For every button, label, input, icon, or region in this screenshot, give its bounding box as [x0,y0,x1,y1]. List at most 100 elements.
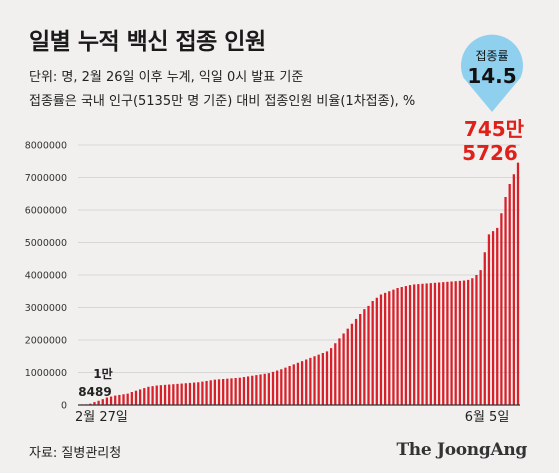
bar [388,291,391,405]
bar [512,174,515,405]
bar [354,318,358,406]
bar [483,252,486,405]
bar [130,392,133,405]
bar [296,362,300,405]
y-tick-label: 6000000 [25,206,67,217]
bar [143,388,146,405]
bar [462,280,466,405]
bar [101,399,104,405]
bar [288,366,291,405]
bar [421,283,424,405]
bar [271,371,275,405]
bar [205,380,208,405]
start-callout-line1: 1만 [93,366,112,381]
bar [496,227,499,406]
bar [280,369,283,405]
bar [479,270,482,406]
bar [458,280,461,405]
bar [305,359,308,405]
bar [309,357,312,406]
bar [267,373,270,405]
bar [425,283,428,405]
chart-title: 일별 누적 백신 접종 인원 [29,29,266,55]
pin-label: 접종률 [475,49,508,63]
bar [180,383,183,405]
bar [155,385,158,405]
x-tick-last: 6월 5일 [465,410,510,425]
rate-pin: 접종률 14.5 [461,34,523,112]
pin-value: 14.5 [467,64,516,88]
bar [475,275,478,405]
bar [467,279,470,406]
bar [184,383,187,405]
bar [226,378,229,405]
bar [201,381,204,405]
bar [230,378,233,405]
end-callout-line2: 5726 [462,141,518,165]
bar [109,396,113,405]
bar [379,294,383,405]
bar-series [80,162,520,406]
bar [413,284,416,405]
source-note: 자료: 질병관리청 [29,446,122,461]
bar [437,282,441,405]
bar [163,384,167,405]
start-callout-line2: 8489 [78,385,111,399]
bar [346,328,349,406]
y-tick-label: 1000000 [25,368,67,379]
bar [408,285,412,405]
bar [500,213,503,405]
bar [383,292,387,406]
bar [342,333,345,405]
bar [114,395,117,405]
bar [246,376,250,405]
bar [321,353,324,405]
bar [122,394,125,405]
bar [284,367,287,406]
bar [392,289,395,406]
bar [429,283,432,406]
bar [334,343,337,405]
end-callout-line1: 745만 [464,117,525,141]
bar [234,378,237,405]
bar [138,389,142,405]
bar [317,354,320,406]
y-tick-label: 7000000 [25,173,67,184]
bar [454,281,457,405]
unit-note: 단위: 명, 2월 26일 이후 누계, 익일 0시 발표 기준 [29,70,304,85]
bar [222,379,225,405]
bar [263,373,266,405]
bar [159,385,163,405]
y-axis-ticks: 0 1000000 2000000 3000000 4000000 5000000 6000… [25,141,67,412]
bar [446,281,449,405]
bar [338,338,341,406]
rate-note: 접종률은 국내 인구(5135만 명 기준) 대비 접종인원 비율(1차접종),… [29,94,416,109]
bar [491,231,495,406]
bar [238,377,241,405]
bar [172,384,175,405]
bar [400,287,403,405]
bar [313,356,316,405]
grid-lines [78,144,520,373]
bar [151,386,154,405]
bar [126,393,129,406]
bar [516,162,520,405]
bar [375,297,378,405]
bar [359,314,362,405]
y-tick-label: 3000000 [25,303,67,314]
bar [217,379,221,405]
bar [330,348,333,406]
y-tick-label: 8000000 [25,141,67,152]
bar [242,377,246,405]
y-tick-label: 0 [61,401,67,412]
x-tick-first: 2월 27일 [75,410,128,425]
y-tick-label: 4000000 [25,271,67,282]
bar [192,382,196,405]
bar [396,288,399,405]
bar [176,383,179,406]
bar [471,278,474,405]
bar [504,197,507,405]
y-tick-label: 2000000 [25,336,67,347]
bar [118,394,121,405]
